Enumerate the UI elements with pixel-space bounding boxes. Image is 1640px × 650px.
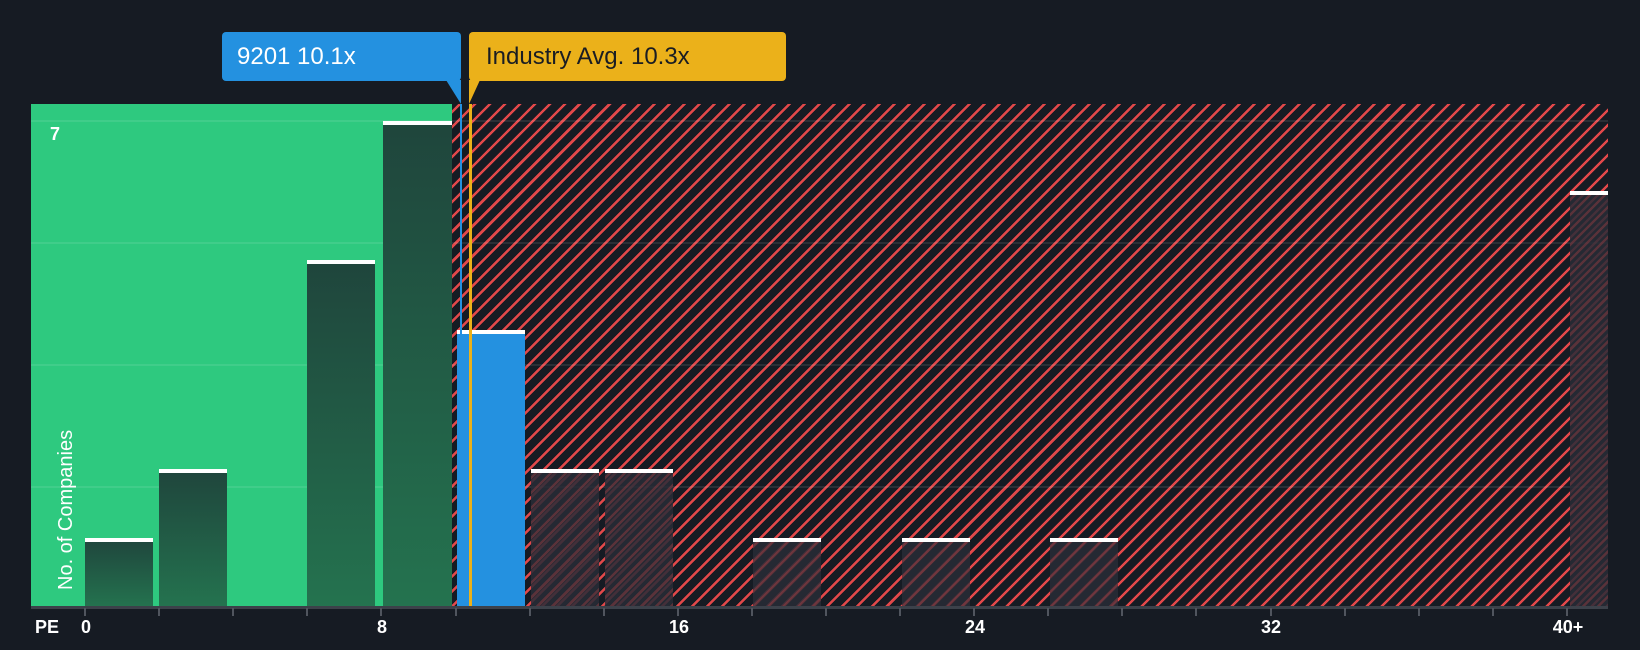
company-pe-line xyxy=(460,104,462,608)
company-callout-pointer xyxy=(446,80,461,104)
y-axis-label: No. of Companies xyxy=(55,429,77,590)
x-tick xyxy=(529,608,531,616)
x-tick xyxy=(1492,608,1494,616)
x-tick xyxy=(158,608,160,616)
x-tick xyxy=(84,608,86,616)
y-max-label: 7 xyxy=(50,124,61,144)
x-tick xyxy=(380,608,382,616)
x-tick xyxy=(1047,608,1049,616)
x-tick xyxy=(825,608,827,616)
x-tick xyxy=(899,608,901,616)
x-tick-label-40-plus: 40+ xyxy=(1552,617,1584,637)
x-tick-label-16: 16 xyxy=(668,617,690,637)
bar-8-10[interactable] xyxy=(383,121,452,608)
bar-0-2[interactable] xyxy=(85,538,153,608)
industry-callout-pointer xyxy=(469,80,480,104)
x-tick xyxy=(1270,608,1272,616)
x-tick xyxy=(1344,608,1346,616)
x-tick xyxy=(306,608,308,616)
x-tick xyxy=(455,608,457,616)
x-tick xyxy=(1418,608,1420,616)
x-tick xyxy=(751,608,753,616)
x-tick xyxy=(1566,608,1568,616)
x-tick-label-32: 32 xyxy=(1260,617,1282,637)
x-axis-line xyxy=(31,606,1608,609)
bar-2-4[interactable] xyxy=(159,469,227,608)
company-pe-callout: 9201 10.1x xyxy=(222,32,461,81)
bar-10-12-company[interactable] xyxy=(457,330,525,608)
gridline xyxy=(31,242,1608,244)
industry-avg-line xyxy=(469,104,472,608)
plot-area xyxy=(31,104,1608,608)
gridline xyxy=(31,364,1608,366)
x-tick xyxy=(232,608,234,616)
x-tick-label-0: 0 xyxy=(80,617,92,637)
bar-14-16[interactable] xyxy=(605,469,673,608)
gridline xyxy=(31,120,1608,122)
x-tick-label-8: 8 xyxy=(376,617,388,637)
bar-12-14[interactable] xyxy=(531,469,599,608)
x-tick-label-24: 24 xyxy=(964,617,986,637)
bar-6-8[interactable] xyxy=(307,260,375,608)
x-tick xyxy=(1121,608,1123,616)
x-tick xyxy=(603,608,605,616)
bar-18-20[interactable] xyxy=(753,538,821,608)
x-axis-prefix: PE xyxy=(35,617,60,637)
industry-avg-callout: Industry Avg. 10.3x xyxy=(469,32,786,81)
x-tick xyxy=(1195,608,1197,616)
bar-22-24[interactable] xyxy=(902,538,970,608)
bar-40-plus[interactable] xyxy=(1570,191,1608,608)
bar-26-28[interactable] xyxy=(1050,538,1118,608)
x-tick xyxy=(973,608,975,616)
undervalued-zone xyxy=(31,104,452,608)
x-tick xyxy=(677,608,679,616)
gridline xyxy=(31,486,1608,488)
